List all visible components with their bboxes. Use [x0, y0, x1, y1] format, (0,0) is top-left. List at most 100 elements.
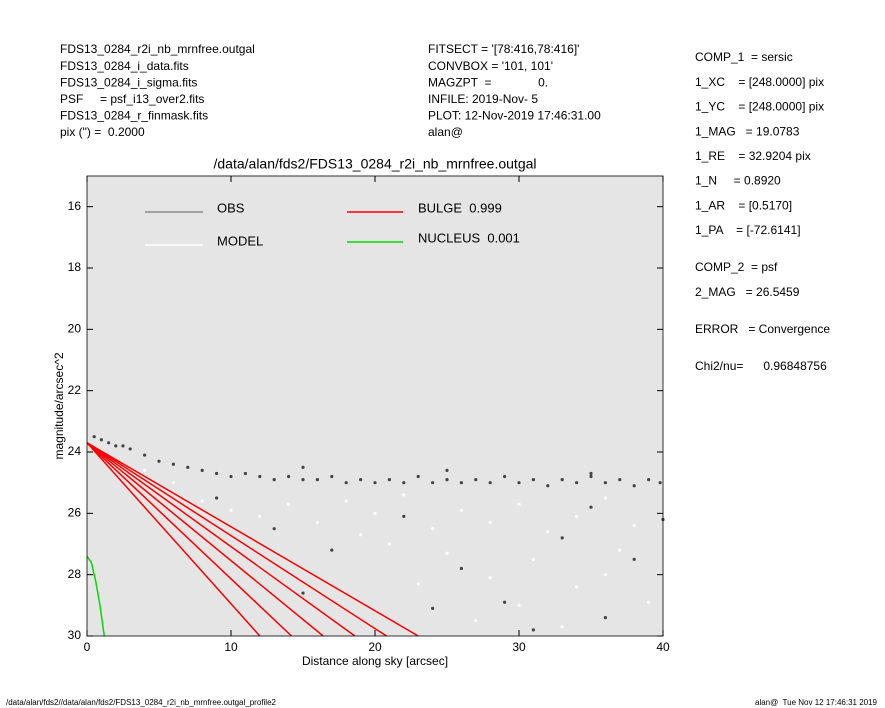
data-point	[373, 481, 377, 485]
data-point	[445, 468, 449, 472]
data-point	[531, 628, 536, 632]
data-point	[575, 514, 579, 519]
component-curve	[87, 442, 324, 636]
y-axis-label: magnitude/arcsec^2	[52, 352, 66, 459]
component-curve	[87, 442, 387, 636]
data-point	[546, 484, 550, 488]
data-point	[402, 514, 406, 519]
data-point	[143, 453, 147, 457]
y-tick-label: 26	[68, 506, 82, 520]
data-point	[315, 478, 319, 482]
data-point	[186, 465, 190, 469]
data-point	[229, 508, 233, 512]
data-point	[560, 478, 564, 482]
data-point	[387, 542, 391, 546]
param-line: Chi2/nu= 0.96848756	[695, 359, 827, 373]
data-point	[243, 471, 247, 476]
data-point	[632, 484, 636, 488]
data-point	[387, 478, 391, 482]
data-point	[359, 478, 363, 482]
data-point	[128, 447, 132, 451]
header-middle-line: CONVBOX = '101, 101'	[428, 59, 553, 73]
data-point	[445, 551, 449, 555]
data-point	[560, 625, 564, 629]
data-point	[258, 514, 262, 519]
data-point	[647, 600, 651, 604]
header-left-line: FDS13_0284_r2i_nb_mrnfree.outgal	[60, 42, 255, 56]
data-point	[618, 478, 622, 482]
data-point	[402, 493, 406, 497]
legend-label: BULGE 0.999	[418, 200, 502, 215]
data-point	[603, 481, 608, 485]
data-point	[416, 582, 420, 586]
data-point	[488, 520, 492, 525]
data-point	[301, 465, 305, 469]
param-line: 1_PA = [-72.6141]	[695, 223, 801, 237]
y-tick-label: 22	[68, 383, 82, 397]
footer-right: alan@ Tue Nov 12 17:46:31 2019	[755, 698, 878, 707]
data-point	[589, 505, 593, 509]
data-point	[416, 474, 420, 479]
x-tick-label: 10	[224, 640, 238, 654]
data-point	[258, 474, 262, 479]
legend-label: OBS	[217, 200, 245, 215]
data-point	[431, 481, 435, 485]
header-left-line: FDS13_0284_i_data.fits	[60, 59, 189, 73]
plot-area	[87, 176, 663, 636]
x-tick-label: 0	[84, 640, 91, 654]
x-tick-label: 30	[512, 640, 526, 654]
y-tick-label: 30	[68, 628, 82, 642]
data-point	[344, 481, 348, 485]
data-point	[517, 603, 521, 607]
data-point	[431, 527, 435, 531]
data-point	[301, 478, 305, 482]
x-tick-label: 20	[368, 640, 382, 654]
data-point	[658, 481, 662, 485]
component-curve	[87, 442, 419, 636]
data-point	[445, 478, 449, 482]
y-tick-label: 28	[68, 567, 82, 581]
param-line: 1_AR = [0.5170]	[695, 198, 792, 212]
legend-label: NUCLEUS 0.001	[418, 230, 520, 245]
param-line: ERROR = Convergence	[695, 322, 830, 336]
data-point	[157, 459, 161, 463]
data-point	[359, 533, 363, 537]
data-point	[287, 502, 291, 506]
data-point	[301, 591, 305, 595]
data-point	[344, 499, 348, 503]
header-left-line: FDS13_0284_r_finmask.fits	[60, 109, 208, 123]
data-point	[459, 481, 463, 485]
data-point	[488, 481, 492, 485]
data-point	[215, 496, 219, 500]
data-point	[474, 478, 478, 482]
data-point	[107, 441, 111, 445]
data-point	[200, 499, 204, 503]
data-point	[330, 548, 334, 552]
component-curve	[87, 442, 292, 636]
component-curve	[87, 442, 356, 636]
param-line: 2_MAG = 26.5459	[695, 285, 800, 299]
data-point	[632, 557, 636, 561]
param-line: COMP_2 = psf	[695, 260, 778, 274]
data-point	[272, 478, 276, 482]
component-curve	[87, 555, 106, 636]
y-tick-label: 18	[68, 260, 82, 274]
data-point	[171, 462, 175, 466]
footer-left: /data/alan/fds2//data/alan/fds2/FDS13_02…	[6, 698, 277, 707]
x-tick-label: 40	[656, 640, 670, 654]
data-point	[517, 502, 521, 506]
data-point	[589, 471, 593, 476]
data-point	[459, 508, 463, 512]
param-line: 1_YC = [248.0000] pix	[695, 100, 824, 114]
param-line: COMP_1 = sersic	[695, 50, 793, 64]
component-curve	[87, 442, 261, 636]
chart-title: /data/alan/fds2/FDS13_0284_r2i_nb_mrnfre…	[214, 156, 537, 172]
data-point	[272, 527, 276, 531]
data-point	[503, 474, 507, 479]
legend-label: MODEL	[217, 233, 263, 248]
header-left-line: PSF = psf_i13_over2.fits	[60, 92, 204, 106]
data-point	[603, 496, 608, 500]
data-point	[373, 511, 377, 515]
data-point	[603, 573, 608, 577]
